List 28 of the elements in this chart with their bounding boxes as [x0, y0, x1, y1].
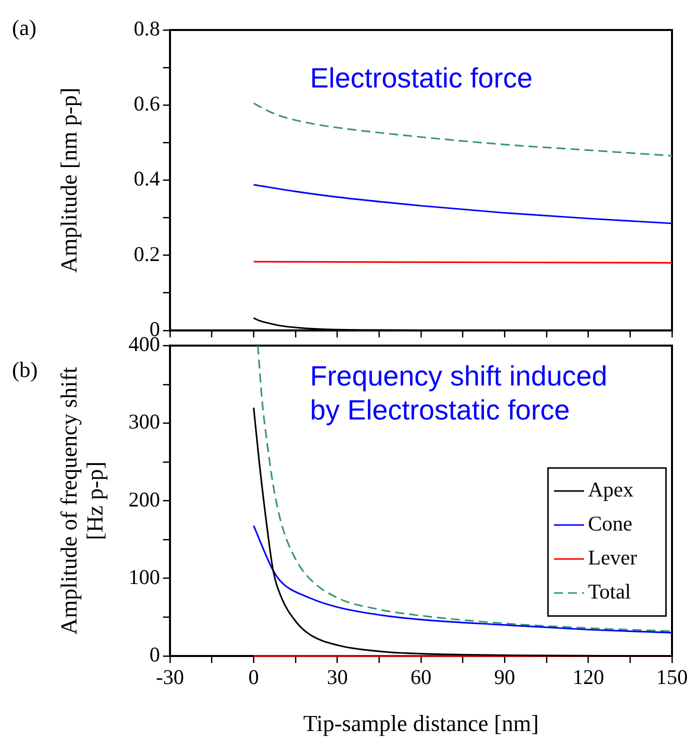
line-series [252, 184, 673, 224]
x-tick-label: -30 [156, 665, 184, 690]
x-tick-label: 120 [572, 665, 604, 690]
x-tick-label: 150 [656, 665, 688, 690]
y-axis-title: Amplitude [nm p-p] [56, 88, 82, 273]
text: (a) [12, 14, 36, 40]
y-tick-label: 100 [128, 564, 160, 589]
x-tick-label: 0 [248, 665, 259, 690]
x-tick-label: 30 [326, 665, 348, 690]
legend-label: Lever [588, 546, 637, 570]
y-tick-label: 0.2 [134, 242, 160, 266]
x-axis-title: Tip-sample distance [nm] [303, 710, 539, 736]
y-tick-label: 0.4 [134, 166, 160, 191]
legend-label: Apex [588, 478, 634, 502]
y-tick-label: 0 [150, 642, 160, 667]
annotation: Electrostatic force [310, 62, 533, 94]
line-series [252, 102, 673, 157]
legend-label: Cone [588, 512, 632, 536]
legend-label: Total [588, 580, 632, 604]
text: (b) [12, 356, 38, 382]
annotation: Frequency shift induced by Electrostatic force [310, 360, 608, 426]
y-tick-label: 0.8 [134, 16, 160, 41]
y-tick-label: 200 [128, 487, 160, 512]
x-tick-label: 90 [494, 665, 516, 690]
y-tick-label: 300 [128, 410, 160, 434]
y-tick-label: 0.6 [134, 92, 160, 116]
y-axis-title: Amplitude of frequency shift [Hz p-p] [56, 366, 108, 635]
x-tick-label: 60 [410, 665, 432, 690]
